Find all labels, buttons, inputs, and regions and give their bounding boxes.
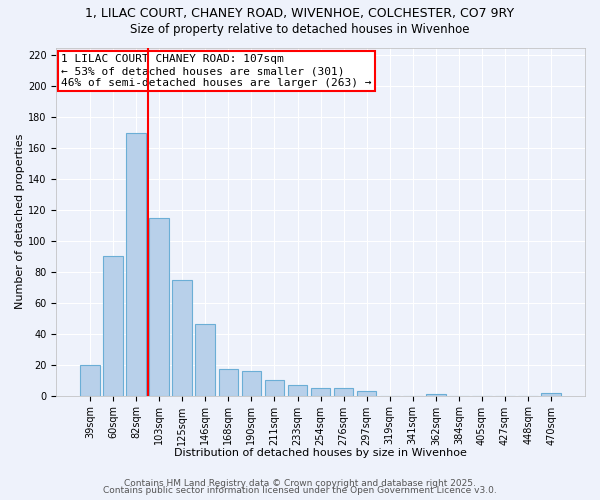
Bar	[288, 385, 307, 396]
Text: Contains HM Land Registry data © Crown copyright and database right 2025.: Contains HM Land Registry data © Crown c…	[124, 478, 476, 488]
Bar	[103, 256, 123, 396]
Bar	[149, 218, 169, 396]
Text: 1 LILAC COURT CHANEY ROAD: 107sqm
← 53% of detached houses are smaller (301)
46%: 1 LILAC COURT CHANEY ROAD: 107sqm ← 53% …	[61, 54, 372, 88]
Bar	[311, 388, 331, 396]
Text: Size of property relative to detached houses in Wivenhoe: Size of property relative to detached ho…	[130, 22, 470, 36]
Text: Contains public sector information licensed under the Open Government Licence v3: Contains public sector information licen…	[103, 486, 497, 495]
Bar	[126, 132, 146, 396]
Bar	[334, 388, 353, 396]
X-axis label: Distribution of detached houses by size in Wivenhoe: Distribution of detached houses by size …	[174, 448, 467, 458]
Bar	[196, 324, 215, 396]
Text: 1, LILAC COURT, CHANEY ROAD, WIVENHOE, COLCHESTER, CO7 9RY: 1, LILAC COURT, CHANEY ROAD, WIVENHOE, C…	[85, 8, 515, 20]
Bar	[357, 391, 376, 396]
Bar	[172, 280, 192, 396]
Y-axis label: Number of detached properties: Number of detached properties	[15, 134, 25, 309]
Bar	[242, 371, 261, 396]
Bar	[541, 392, 561, 396]
Bar	[80, 364, 100, 396]
Bar	[265, 380, 284, 396]
Bar	[218, 370, 238, 396]
Bar	[426, 394, 446, 396]
